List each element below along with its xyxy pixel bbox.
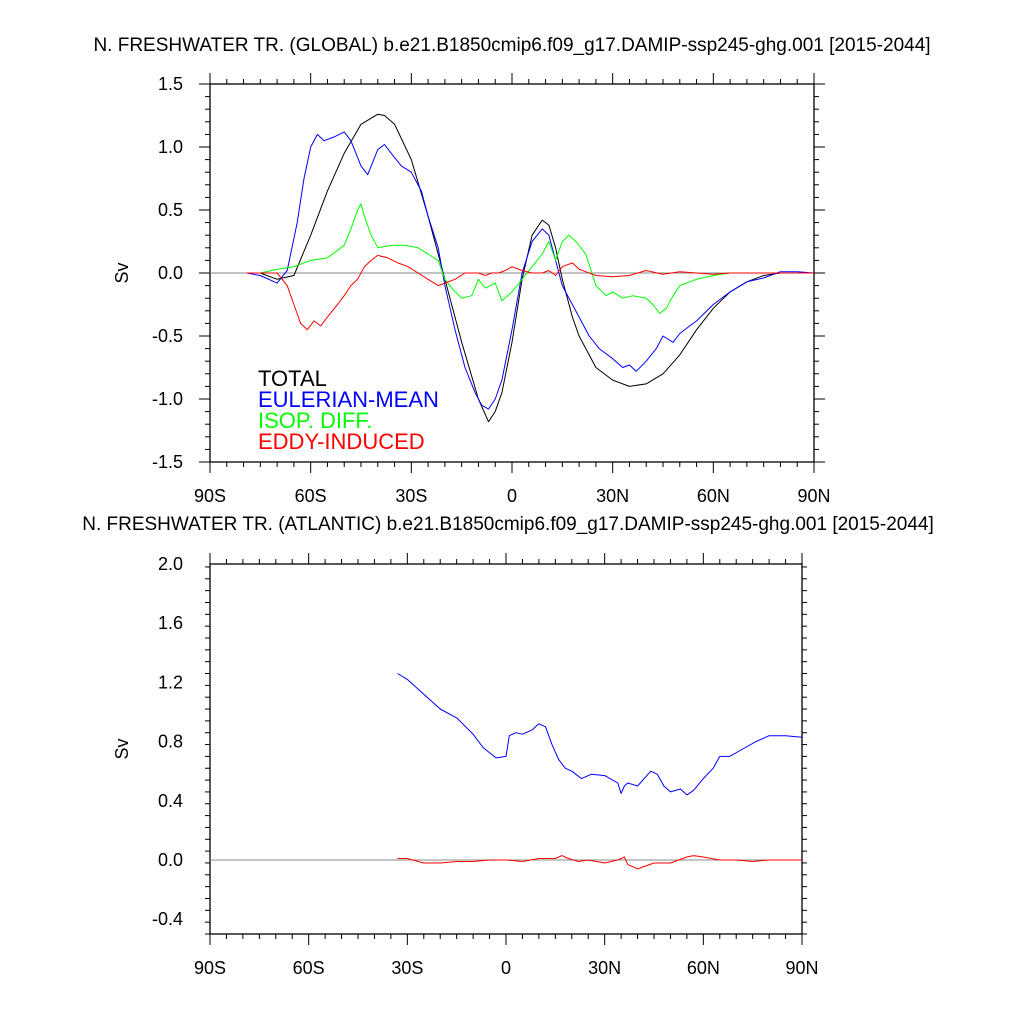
chart-title: N. FRESHWATER TR. (ATLANTIC) b.e21.B1850… (82, 514, 934, 535)
y-tick-label: 1.2 (158, 672, 183, 692)
y-tick-label: 1.0 (158, 137, 183, 157)
x-tick-label: 30S (395, 486, 427, 506)
y-tick-label: -0.5 (152, 326, 183, 346)
y-axis-label: Sv (112, 738, 132, 759)
x-tick-label: 60N (687, 958, 720, 978)
y-tick-label: -0.4 (152, 909, 183, 929)
legend-entry: EDDY-INDUCED (258, 429, 425, 454)
x-tick-label: 0 (507, 486, 517, 506)
x-tick-label: 30S (391, 958, 423, 978)
series-line-total (246, 113, 814, 423)
x-tick-label: 30N (596, 486, 629, 506)
x-tick-label: 60N (697, 486, 730, 506)
series-line-1 (397, 673, 803, 796)
legend-entry: ISOP. DIFF. (258, 408, 373, 433)
series-line-eulerian-mean (246, 131, 815, 410)
y-tick-label: 0.8 (158, 732, 183, 752)
y-tick-label: 1.5 (158, 74, 183, 94)
chart-2: N. FRESHWATER TR. (ATLANTIC) b.e21.B1850… (82, 514, 934, 978)
y-tick-label: 0.4 (158, 791, 183, 811)
series-line-2 (397, 855, 802, 870)
x-tick-label: 90S (194, 958, 226, 978)
y-tick-label: 0.0 (158, 263, 183, 283)
y-tick-label: 1.6 (158, 613, 183, 633)
y-tick-label: -1.0 (152, 389, 183, 409)
x-tick-label: 60S (293, 958, 325, 978)
legend-entry: TOTAL (258, 366, 327, 391)
series-line-eddy-induced (246, 254, 814, 331)
y-axis-label: Sv (112, 262, 132, 283)
legend-entry: EULERIAN-MEAN (258, 387, 439, 412)
y-tick-label: 2.0 (158, 554, 183, 574)
y-tick-label: -1.5 (152, 452, 183, 472)
chart-1: N. FRESHWATER TR. (GLOBAL) b.e21.B1850cm… (93, 35, 930, 506)
chart-title: N. FRESHWATER TR. (GLOBAL) b.e21.B1850cm… (93, 35, 930, 56)
plot-frame (209, 563, 803, 935)
x-tick-label: 0 (501, 958, 511, 978)
x-tick-label: 90S (194, 486, 226, 506)
x-tick-label: 30N (588, 958, 621, 978)
y-tick-label: 0.0 (158, 850, 183, 870)
x-tick-label: 60S (295, 486, 327, 506)
series-line-isop-diff (246, 203, 814, 314)
x-tick-label: 90N (785, 958, 818, 978)
y-tick-label: 0.5 (158, 200, 183, 220)
x-tick-label: 90N (797, 486, 830, 506)
